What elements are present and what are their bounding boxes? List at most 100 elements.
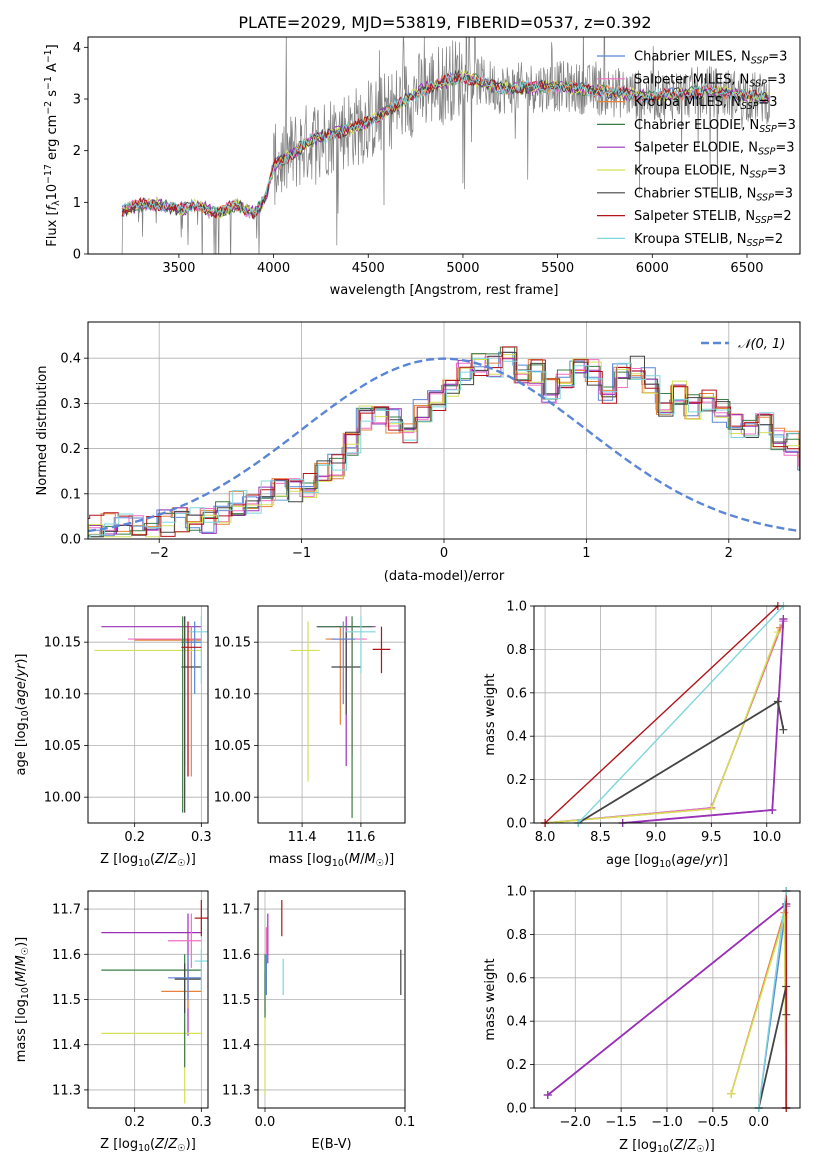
legend-sub: SSP bbox=[749, 78, 767, 89]
y-tick-label: 10.15 bbox=[214, 636, 251, 651]
label-part: ( bbox=[14, 982, 29, 987]
legend-sub: SSP bbox=[741, 101, 759, 112]
label-part: Z [log bbox=[100, 852, 138, 867]
spectrum-panel: 3500 4000 4500 5000 5500 6000 6500 0 1 2 3 4 Chabrie… bbox=[43, 36, 801, 298]
x-tick-label: 2 bbox=[725, 546, 733, 561]
weight-line-1 bbox=[545, 620, 785, 823]
y-axis-label: Flux [fλ10−17 erg cm−2 s−1 A−1] bbox=[43, 44, 62, 246]
weight-line-0 bbox=[545, 620, 785, 823]
label-part: Z bbox=[154, 852, 165, 867]
y-tick-label: 0.4 bbox=[60, 352, 81, 367]
x-tick-label: 4000 bbox=[257, 261, 290, 276]
x-axis-label: Z [log10(Z/Z☉)] bbox=[100, 1137, 196, 1154]
histogram-step-3 bbox=[88, 346, 800, 538]
y-tick-label: 0.3 bbox=[60, 397, 81, 412]
y-tick-label: 1 bbox=[73, 196, 81, 211]
y-tick-label: 10.00 bbox=[214, 791, 251, 806]
x-tick-label: 6000 bbox=[636, 261, 669, 276]
figure-title: PLATE=2029, MJD=53819, FIBERID=0537, z=0… bbox=[238, 13, 651, 32]
label-part: 10 bbox=[45, 184, 60, 201]
x-tick-label: −1 bbox=[292, 546, 311, 561]
label-part: −1 bbox=[43, 76, 54, 90]
label-part: s bbox=[45, 90, 60, 101]
label-part: 10 bbox=[20, 710, 31, 722]
x-tick-label: 0.1 bbox=[395, 1115, 416, 1130]
y-axis-label: mass weight bbox=[483, 673, 498, 755]
label-part: Z bbox=[167, 852, 178, 867]
label-part: Z [log bbox=[100, 1137, 138, 1152]
x-tick-label: 0.2 bbox=[124, 1115, 145, 1130]
y-tick-label: 1.0 bbox=[506, 885, 527, 900]
label-part: M bbox=[349, 852, 360, 867]
x-tick-label: 10.0 bbox=[752, 830, 781, 845]
x-tick-label: 5500 bbox=[541, 261, 574, 276]
label-part: mass [log bbox=[14, 999, 29, 1062]
histogram-step-8 bbox=[88, 357, 800, 538]
weight-point-marker bbox=[780, 913, 789, 922]
mass_vs_Z-panel: 0.2 0.311.311.411.511.611.7Z [log10(Z/Z☉)… bbox=[14, 890, 212, 1154]
axes-frame bbox=[87, 321, 801, 540]
label-part: Flux [ bbox=[45, 210, 60, 246]
legend-sub: SSP bbox=[758, 147, 776, 158]
y-tick-label: 0.6 bbox=[506, 686, 527, 701]
legend-text: Kroupa STELIB, N bbox=[634, 232, 747, 247]
legend-sub: SSP bbox=[749, 170, 767, 181]
legend-text: Salpeter STELIB, N bbox=[634, 209, 755, 224]
weight-point-marker bbox=[727, 1089, 736, 1098]
label-part: ☉ bbox=[376, 858, 384, 869]
x-tick-label: 1 bbox=[582, 546, 590, 561]
model-spectrum-line-8 bbox=[121, 73, 769, 218]
x-axis-label: age [log10(age/yr)] bbox=[606, 853, 728, 870]
label-part: erg cm bbox=[45, 115, 60, 164]
axes-frame bbox=[87, 36, 801, 255]
y-tick-label: 10.15 bbox=[44, 636, 81, 651]
label-part: f bbox=[45, 203, 60, 210]
axes-frame bbox=[533, 605, 801, 824]
label-part: M bbox=[365, 852, 376, 867]
legend-text: =3 bbox=[774, 186, 793, 201]
legend-text: Kroupa ELODIE, N bbox=[634, 164, 749, 179]
legend-sub: SSP bbox=[755, 215, 773, 226]
y-tick-label: 0.4 bbox=[506, 730, 527, 745]
y-tick-label: 4 bbox=[73, 41, 81, 56]
mass_vs_EBV-panel: 0.0 0.1 11.3 11.4 11.5 11.6 11.7 E(B-V) bbox=[222, 890, 416, 1152]
legend-label: Chabrier ELODIE, NSSP=3 bbox=[634, 118, 796, 135]
legend-label: Chabrier STELIB, NSSP=3 bbox=[634, 186, 793, 203]
legend-sub: SSP bbox=[747, 238, 765, 249]
label-part: age bbox=[14, 681, 29, 705]
y-tick-label: 0.2 bbox=[506, 1058, 527, 1073]
y-tick-label: 2 bbox=[73, 144, 81, 159]
label-part: Z bbox=[167, 1137, 178, 1152]
y-axis-label: Normed distribution bbox=[35, 366, 50, 496]
y-tick-label: 11.5 bbox=[52, 993, 81, 1008]
y-tick-label: 10.10 bbox=[214, 687, 251, 702]
y-tick-label: 0.8 bbox=[506, 643, 527, 658]
label-part: λ bbox=[51, 200, 62, 206]
axes-frame bbox=[533, 890, 801, 1109]
label-part: yr bbox=[704, 853, 720, 868]
legend-sub: SSP bbox=[751, 56, 769, 67]
label-part: )] bbox=[186, 852, 196, 867]
observed-spectrum-line bbox=[121, 37, 771, 254]
weight-line-6 bbox=[577, 700, 785, 823]
y-tick-label: 11.4 bbox=[52, 1038, 81, 1053]
y-tick-label: 1.0 bbox=[506, 600, 527, 615]
label-part: ( bbox=[150, 852, 155, 867]
y-tick-label: 10.10 bbox=[44, 687, 81, 702]
x-tick-label: 8.0 bbox=[535, 830, 556, 845]
legend-text: =2 bbox=[773, 209, 792, 224]
y-tick-label: 0.0 bbox=[60, 533, 81, 548]
label-part: / bbox=[14, 966, 29, 971]
x-tick-label: −2.0 bbox=[559, 1115, 591, 1130]
label-part: )] bbox=[718, 853, 728, 868]
histogram-step-4 bbox=[88, 358, 800, 535]
y-tick-label: 0.6 bbox=[506, 971, 527, 986]
label-part: )] bbox=[705, 1138, 715, 1153]
label-part: / bbox=[14, 676, 29, 681]
weight-point-marker bbox=[768, 805, 777, 814]
x-axis-label: Z [log10(Z/Z☉)] bbox=[100, 852, 196, 869]
legend-sub: SSP bbox=[759, 124, 777, 135]
axes-frame bbox=[257, 605, 406, 824]
